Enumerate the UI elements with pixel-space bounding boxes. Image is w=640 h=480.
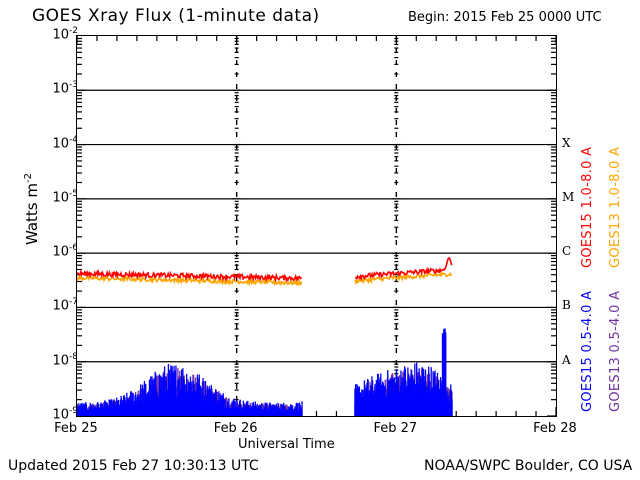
- flux-line: [77, 268, 302, 283]
- series-goes13-1-0-8-0-a: [77, 271, 453, 287]
- y-tick-label: 10-4: [52, 134, 78, 151]
- x-tick-label: Feb 26: [213, 421, 258, 436]
- x-tick-label: Feb 25: [54, 421, 98, 436]
- flux-line: [354, 257, 453, 282]
- flux-line: [354, 271, 453, 286]
- y-tick-label: 10-7: [52, 297, 78, 314]
- legend-item: GOES13 1.0-8.0 A: [608, 146, 623, 268]
- begin-time-label: Begin: 2015 Feb 25 0000 UTC: [408, 10, 602, 25]
- x-tick-label: Feb 27: [373, 421, 418, 436]
- series-goes15-0-5-4-0-a: [77, 328, 453, 416]
- legend-item: GOES15 0.5-4.0 A: [580, 290, 595, 412]
- plot-area: [76, 35, 557, 417]
- y-axis-label-text: Watts m: [23, 182, 41, 246]
- y-tick-label: 10-3: [52, 80, 78, 97]
- page-title: GOES Xray Flux (1-minute data): [32, 6, 320, 26]
- y-tick-label: 10-9: [52, 406, 78, 423]
- y-tick-label: 10-6: [52, 243, 78, 260]
- flux-line: [77, 274, 303, 287]
- x-axis-label: Universal Time: [238, 437, 335, 452]
- x-tick-label: Feb 28: [533, 421, 577, 436]
- flare-class-m: M: [562, 189, 575, 204]
- plot-canvas: [77, 36, 556, 416]
- y-tick-label: 10-8: [52, 351, 78, 369]
- legend-item: GOES15 1.0-8.0 A: [580, 146, 595, 268]
- updated-timestamp: Updated 2015 Feb 27 10:30:13 UTC: [8, 458, 259, 474]
- y-axis-label: Watts m-2: [23, 149, 41, 269]
- flare-class-c: C: [562, 244, 572, 259]
- y-tick-label: 10-5: [52, 188, 78, 206]
- credit-label: NOAA/SWPC Boulder, CO USA: [424, 458, 633, 474]
- y-tick-label: 10-2: [52, 26, 78, 43]
- flare-class-b: B: [562, 298, 571, 313]
- series-goes15-1-0-8-0-a: [77, 257, 453, 283]
- y-axis-label-exponent: -2: [23, 173, 34, 183]
- legend-item: GOES13 0.5-4.0 A: [608, 290, 623, 412]
- flare-class-a: A: [562, 352, 571, 367]
- flare-class-x: X: [562, 135, 571, 150]
